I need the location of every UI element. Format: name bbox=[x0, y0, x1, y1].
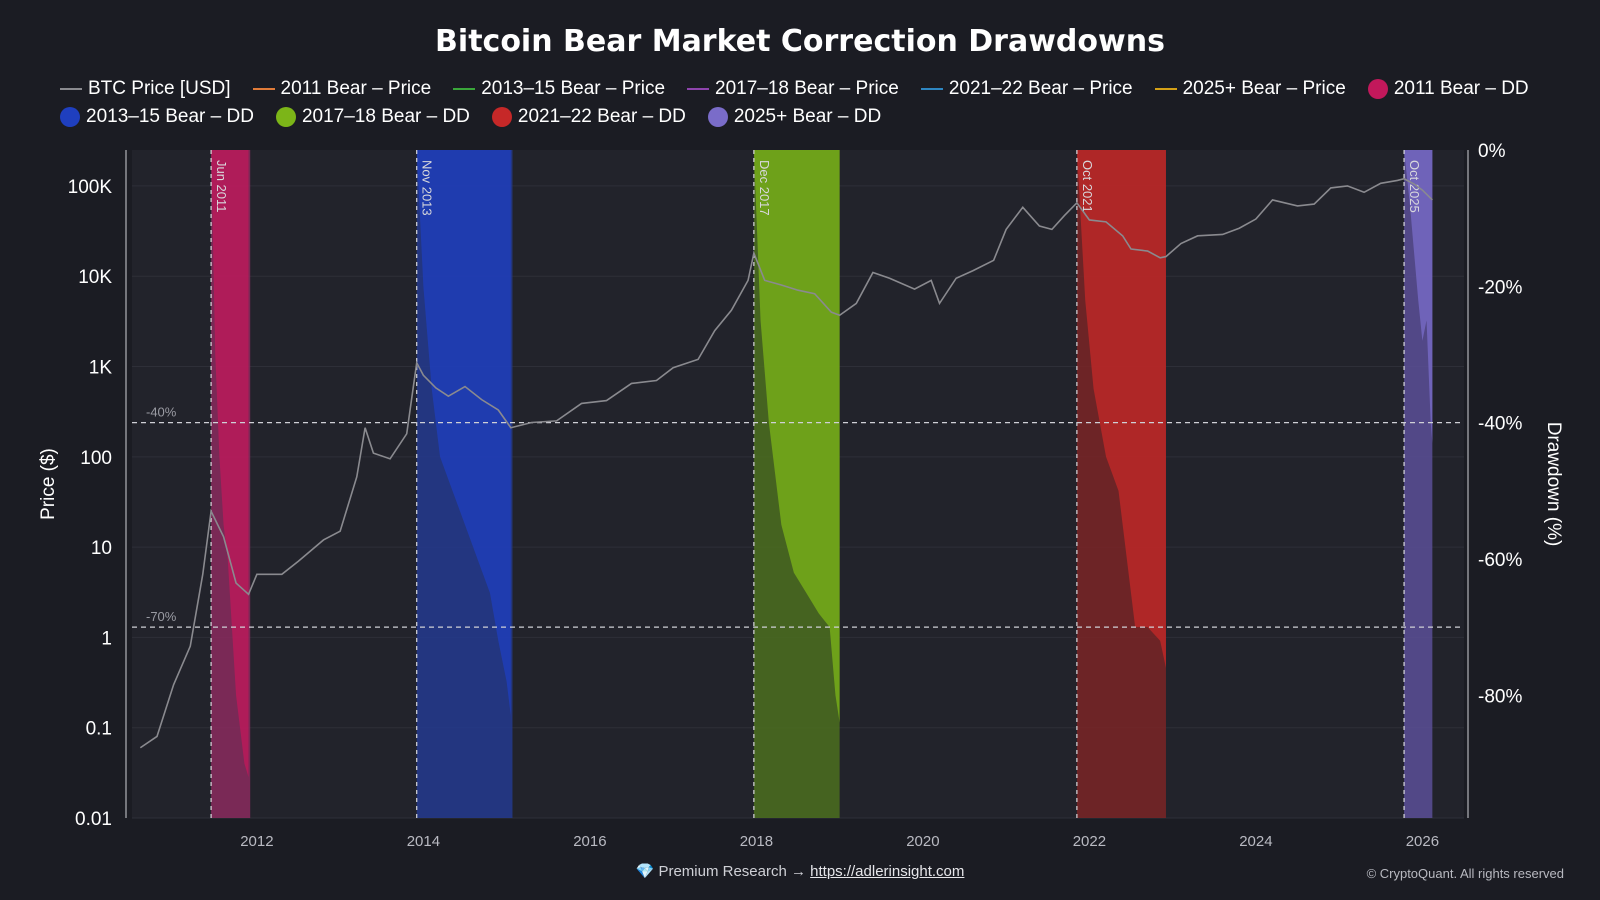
reference-line-label: -40% bbox=[146, 405, 177, 420]
chart-legend: BTC Price [USD] 2011 Bear – Price 2013–15 … bbox=[60, 78, 1560, 128]
y-right-tick-label: -20% bbox=[1478, 277, 1522, 298]
legend-item[interactable]: 2011 Bear – DD bbox=[1367, 78, 1529, 100]
legend-label: 2017–18 Bear – Price bbox=[715, 78, 899, 99]
legend-label: 2011 Bear – DD bbox=[1393, 78, 1529, 99]
gem-icon: 💎 bbox=[635, 863, 655, 880]
legend-label: 2021–22 Bear – Price bbox=[948, 78, 1133, 99]
y-left-tick-label: 0.01 bbox=[75, 809, 112, 830]
legend-dot-icon bbox=[1367, 79, 1388, 99]
legend-dot-icon bbox=[491, 107, 512, 127]
bear-band bbox=[1076, 150, 1166, 818]
legend-item[interactable]: 2021–22 Bear – DD bbox=[491, 106, 686, 128]
legend-dot-icon bbox=[275, 107, 296, 127]
x-tick-label: 2018 bbox=[740, 833, 773, 850]
legend-label: 2017–18 Bear – DD bbox=[301, 106, 470, 127]
legend-item[interactable]: 2017–18 Bear – Price bbox=[687, 78, 899, 100]
legend-item[interactable]: 2025+ Bear – Price bbox=[1154, 78, 1346, 100]
legend-item[interactable]: 2021–22 Bear – Price bbox=[920, 78, 1133, 100]
legend-label: 2021–22 Bear – DD bbox=[517, 106, 686, 127]
x-tick-label: 2020 bbox=[906, 833, 939, 850]
y-right-tick-label: 0% bbox=[1478, 141, 1506, 162]
drawdown-area bbox=[416, 150, 511, 716]
legend-item[interactable]: BTC Price [USD] bbox=[60, 78, 231, 100]
drawdown-area bbox=[753, 150, 840, 723]
legend-line-icon bbox=[1154, 88, 1177, 90]
peak-marker-label: Jun 2011 bbox=[214, 160, 229, 213]
y-right-tick-label: -40% bbox=[1478, 414, 1522, 435]
legend-item[interactable]: 2013–15 Bear – Price bbox=[453, 78, 665, 100]
legend-label: 2025+ Bear – Price bbox=[1182, 78, 1346, 99]
peak-marker-label: Oct 2021 bbox=[1080, 160, 1095, 213]
y-left-tick-label: 10K bbox=[78, 267, 112, 288]
drawdown-area bbox=[1076, 150, 1166, 669]
y-left-tick-label: 1 bbox=[101, 628, 112, 649]
legend-item[interactable]: 2017–18 Bear – DD bbox=[275, 106, 470, 128]
legend-dot-icon bbox=[707, 107, 728, 127]
bear-band bbox=[753, 150, 840, 818]
x-tick-label: 2026 bbox=[1406, 833, 1439, 850]
y-left-tick-label: 100 bbox=[80, 448, 112, 469]
legend-line-icon bbox=[60, 88, 82, 90]
peak-marker-label: Dec 2017 bbox=[757, 160, 772, 216]
y-left-tick-label: 0.1 bbox=[86, 719, 112, 740]
legend-line-icon bbox=[920, 88, 943, 90]
peak-marker-label: Oct 2025 bbox=[1407, 160, 1422, 213]
y-right-tick-label: -60% bbox=[1478, 550, 1522, 571]
y-right-tick-label: -80% bbox=[1478, 686, 1522, 707]
bear-band bbox=[211, 150, 251, 818]
bear-band bbox=[416, 150, 513, 818]
legend-item[interactable]: 2011 Bear – Price bbox=[252, 78, 432, 100]
y-left-tick-label: 100K bbox=[68, 177, 113, 198]
chart-title: Bitcoin Bear Market Correction Drawdowns bbox=[435, 24, 1165, 59]
legend-item[interactable]: 2013–15 Bear – DD bbox=[60, 106, 254, 128]
y-left-tick-label: 10 bbox=[91, 538, 112, 559]
legend-line-icon bbox=[687, 88, 710, 90]
legend-label: BTC Price [USD] bbox=[88, 78, 231, 99]
legend-label: 2011 Bear – Price bbox=[280, 78, 432, 99]
bear-band bbox=[1404, 150, 1433, 818]
x-tick-label: 2016 bbox=[573, 833, 606, 850]
footer: 💎 Premium Research → https://adlerinsigh… bbox=[0, 862, 1600, 880]
plot-area bbox=[132, 150, 1464, 818]
legend-label: 2025+ Bear – DD bbox=[733, 106, 882, 127]
y-right-axis-label: Drawdown (%) bbox=[1543, 422, 1564, 547]
legend-label: 2013–15 Bear – DD bbox=[86, 106, 254, 127]
drawdown-area bbox=[1404, 150, 1433, 444]
legend-line-icon bbox=[252, 88, 275, 90]
legend-label: 2013–15 Bear – Price bbox=[481, 78, 666, 99]
peak-marker-label: Nov 2013 bbox=[420, 160, 435, 216]
legend-line-icon bbox=[453, 88, 476, 90]
x-tick-label: 2014 bbox=[407, 833, 440, 850]
footer-label: Premium Research → bbox=[658, 863, 806, 880]
x-tick-label: 2012 bbox=[240, 833, 273, 850]
x-tick-label: 2022 bbox=[1073, 833, 1106, 850]
y-left-tick-label: 1K bbox=[89, 358, 113, 379]
legend-item[interactable]: 2025+ Bear – DD bbox=[707, 106, 882, 128]
x-tick-label: 2024 bbox=[1239, 833, 1272, 850]
btc-price-line bbox=[139, 177, 1433, 749]
reference-line-label: -70% bbox=[146, 609, 177, 624]
footer-link[interactable]: https://adlerinsight.com bbox=[810, 863, 965, 880]
y-left-axis-label: Price ($) bbox=[38, 448, 59, 520]
copyright: © CryptoQuant. All rights reserved bbox=[1366, 866, 1564, 881]
legend-dot-icon bbox=[60, 107, 80, 127]
drawdown-area bbox=[211, 150, 249, 778]
